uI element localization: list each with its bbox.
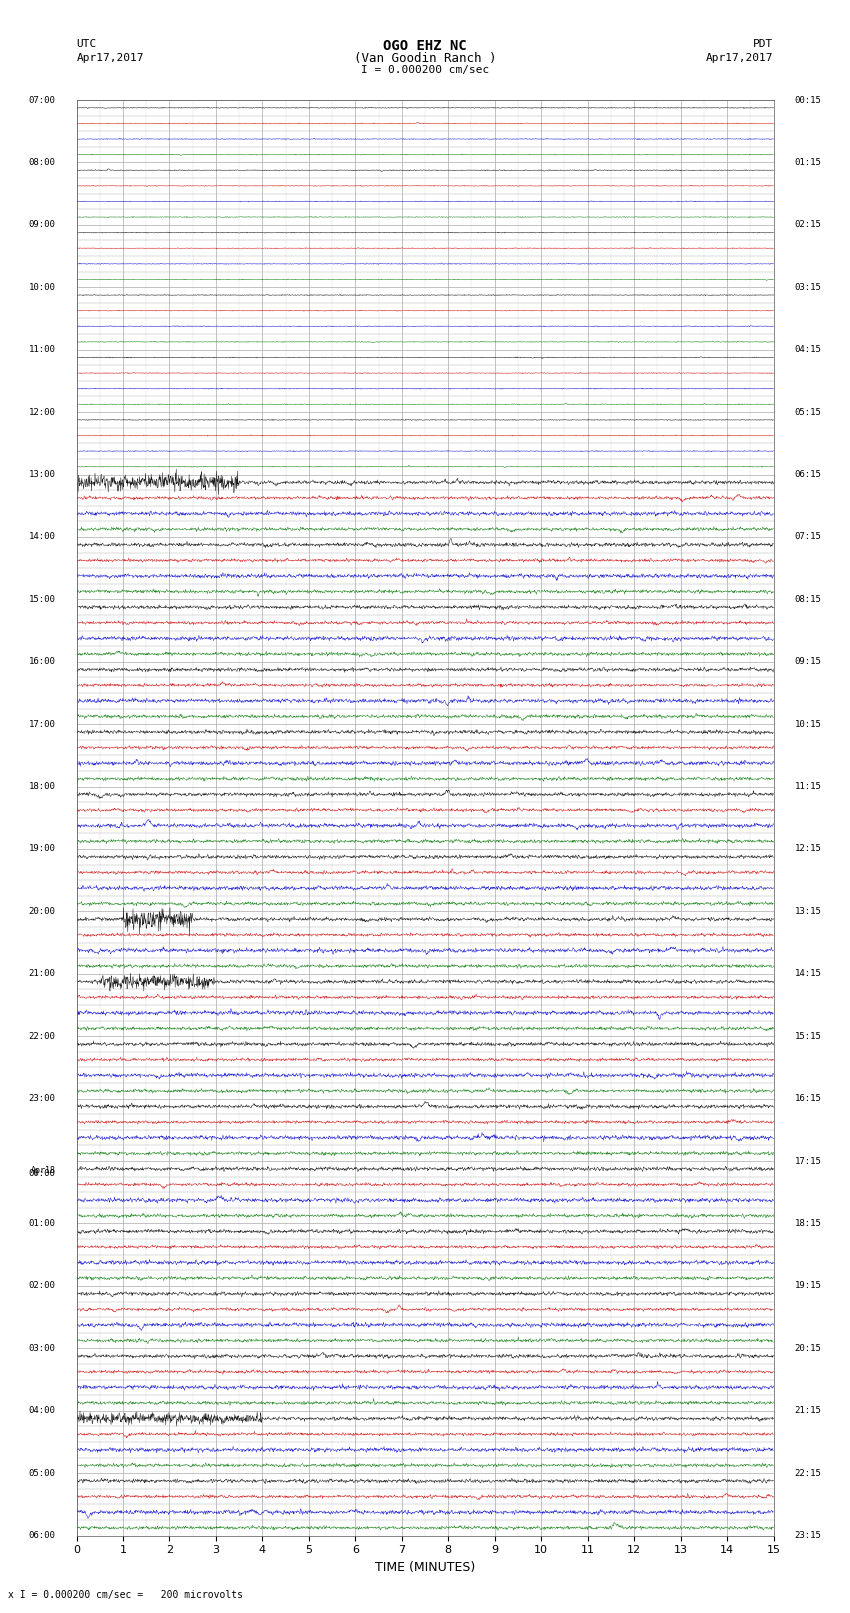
Text: 16:00: 16:00 bbox=[29, 656, 55, 666]
Text: Apr18: Apr18 bbox=[31, 1166, 55, 1174]
Text: 17:15: 17:15 bbox=[795, 1157, 821, 1166]
Text: Apr17,2017: Apr17,2017 bbox=[76, 53, 144, 63]
Text: 23:15: 23:15 bbox=[795, 1531, 821, 1540]
Text: 21:15: 21:15 bbox=[795, 1407, 821, 1415]
Text: 12:00: 12:00 bbox=[29, 408, 55, 416]
Text: 11:00: 11:00 bbox=[29, 345, 55, 355]
Text: 04:00: 04:00 bbox=[29, 1407, 55, 1415]
Text: 19:00: 19:00 bbox=[29, 845, 55, 853]
Text: 04:15: 04:15 bbox=[795, 345, 821, 355]
Text: 02:15: 02:15 bbox=[795, 221, 821, 229]
Text: 03:15: 03:15 bbox=[795, 282, 821, 292]
Text: 14:15: 14:15 bbox=[795, 969, 821, 979]
Text: 05:00: 05:00 bbox=[29, 1469, 55, 1478]
Text: Apr17,2017: Apr17,2017 bbox=[706, 53, 774, 63]
Text: 11:15: 11:15 bbox=[795, 782, 821, 790]
Text: UTC: UTC bbox=[76, 39, 97, 48]
Text: 18:15: 18:15 bbox=[795, 1219, 821, 1227]
Text: 17:00: 17:00 bbox=[29, 719, 55, 729]
Text: 08:15: 08:15 bbox=[795, 595, 821, 603]
Text: 02:00: 02:00 bbox=[29, 1281, 55, 1290]
Text: 08:00: 08:00 bbox=[29, 158, 55, 166]
Text: (Van Goodin Ranch ): (Van Goodin Ranch ) bbox=[354, 52, 496, 65]
Text: 09:15: 09:15 bbox=[795, 656, 821, 666]
Text: 22:15: 22:15 bbox=[795, 1469, 821, 1478]
Text: 20:15: 20:15 bbox=[795, 1344, 821, 1353]
Text: 22:00: 22:00 bbox=[29, 1032, 55, 1040]
Text: 15:00: 15:00 bbox=[29, 595, 55, 603]
Text: 06:00: 06:00 bbox=[29, 1531, 55, 1540]
Text: 09:00: 09:00 bbox=[29, 221, 55, 229]
Text: x I = 0.000200 cm/sec =   200 microvolts: x I = 0.000200 cm/sec = 200 microvolts bbox=[8, 1590, 243, 1600]
Text: 00:15: 00:15 bbox=[795, 95, 821, 105]
Text: 16:15: 16:15 bbox=[795, 1094, 821, 1103]
X-axis label: TIME (MINUTES): TIME (MINUTES) bbox=[375, 1561, 475, 1574]
Text: 13:00: 13:00 bbox=[29, 469, 55, 479]
Text: I = 0.000200 cm/sec: I = 0.000200 cm/sec bbox=[361, 65, 489, 74]
Text: 06:15: 06:15 bbox=[795, 469, 821, 479]
Text: 01:00: 01:00 bbox=[29, 1219, 55, 1227]
Text: 03:00: 03:00 bbox=[29, 1344, 55, 1353]
Text: 23:00: 23:00 bbox=[29, 1094, 55, 1103]
Text: OGO EHZ NC: OGO EHZ NC bbox=[383, 39, 467, 53]
Text: 01:15: 01:15 bbox=[795, 158, 821, 166]
Text: 14:00: 14:00 bbox=[29, 532, 55, 542]
Text: 19:15: 19:15 bbox=[795, 1281, 821, 1290]
Text: PDT: PDT bbox=[753, 39, 774, 48]
Text: 07:15: 07:15 bbox=[795, 532, 821, 542]
Text: 00:00: 00:00 bbox=[29, 1169, 55, 1177]
Text: 05:15: 05:15 bbox=[795, 408, 821, 416]
Text: 13:15: 13:15 bbox=[795, 907, 821, 916]
Text: 07:00: 07:00 bbox=[29, 95, 55, 105]
Text: 15:15: 15:15 bbox=[795, 1032, 821, 1040]
Text: 12:15: 12:15 bbox=[795, 845, 821, 853]
Text: 21:00: 21:00 bbox=[29, 969, 55, 979]
Text: 18:00: 18:00 bbox=[29, 782, 55, 790]
Text: 10:15: 10:15 bbox=[795, 719, 821, 729]
Text: 10:00: 10:00 bbox=[29, 282, 55, 292]
Text: 20:00: 20:00 bbox=[29, 907, 55, 916]
